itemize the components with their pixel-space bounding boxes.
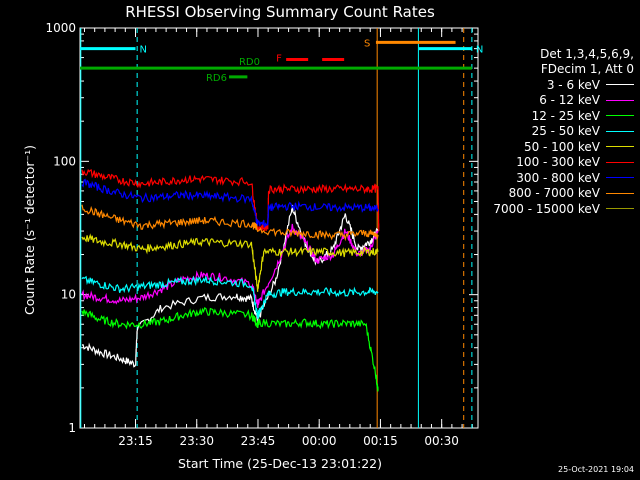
flag-label: F <box>276 54 282 65</box>
legend-entry-label: 100 - 300 keV <box>516 155 600 170</box>
y-tick-label: 1 <box>68 421 76 435</box>
x-tick-label: 23:45 <box>241 434 276 448</box>
y-tick-label: 10 <box>61 288 76 302</box>
y-tick-label: 1000 <box>45 21 76 35</box>
legend-entry: 12 - 25 keV <box>482 108 634 124</box>
legend-entry: 3 - 6 keV <box>482 77 634 93</box>
series-line <box>81 306 379 392</box>
series-line <box>81 204 379 242</box>
plot-frame <box>79 27 479 429</box>
legend-entry: 50 - 100 keV <box>482 139 634 155</box>
y-axis-label: Count Rate (s⁻¹ detector⁻¹) <box>22 145 37 315</box>
chart-title: RHESSI Observing Summary Count Rates <box>125 3 435 21</box>
legend-swatch <box>606 115 634 117</box>
series-line <box>81 168 380 232</box>
legend-entry-label: 25 - 50 keV <box>531 124 600 139</box>
legend-entry: 100 - 300 keV <box>482 155 634 171</box>
series-line <box>81 223 379 308</box>
legend-entry-label: 800 - 7000 keV <box>508 186 600 201</box>
legend-entry-label: 3 - 6 keV <box>546 77 600 92</box>
legend-entry-label: 6 - 12 keV <box>539 93 600 108</box>
x-tick-label: 00:15 <box>363 434 398 448</box>
legend-detectors: Det 1,3,4,5,6,9, <box>540 47 634 61</box>
legend-entries: 3 - 6 keV 6 - 12 keV 12 - 25 keV 25 - 50 ke… <box>482 77 634 217</box>
series-line <box>81 204 379 368</box>
series-line <box>81 233 379 292</box>
series-line <box>81 178 379 228</box>
legend-entry: 7000 - 15000 keV <box>482 201 634 217</box>
legend-decimation: FDecim 1, Att 0 <box>540 62 634 76</box>
flag-label: N <box>476 45 483 56</box>
x-tick-label: 23:15 <box>118 434 153 448</box>
flag-label: RD6 <box>206 73 227 84</box>
legend-entry-label: 50 - 100 keV <box>523 139 600 154</box>
legend-entry: 300 - 800 keV <box>482 170 634 186</box>
legend-swatch <box>606 84 634 86</box>
legend-entry-label: 7000 - 15000 keV <box>493 201 600 216</box>
flag-label: RD0 <box>239 57 260 68</box>
legend-entry: 6 - 12 keV <box>482 93 634 109</box>
legend-entry: 800 - 7000 keV <box>482 186 634 202</box>
series-line <box>81 275 379 319</box>
legend-swatch <box>606 192 634 194</box>
legend-entry-label: 300 - 800 keV <box>516 170 600 185</box>
x-axis-label: Start Time (25-Dec-13 23:01:22) <box>178 456 382 471</box>
x-tick-label: 00:30 <box>424 434 459 448</box>
legend-swatch <box>606 177 634 179</box>
x-tick-label: 00:00 <box>302 434 337 448</box>
generation-timestamp: 25-Oct-2021 19:04 <box>558 465 634 474</box>
legend-entry: 25 - 50 keV <box>482 124 634 140</box>
legend-swatch <box>606 99 634 101</box>
flag-label: S <box>364 38 370 49</box>
x-tick-label: 23:30 <box>179 434 214 448</box>
plot-area: 1 10 100 1000 23:15 23:30 23:45 00:00 00:15 00:30… <box>45 21 483 448</box>
legend-swatch <box>606 161 634 163</box>
legend: Det 1,3,4,5,6,9, FDecim 1, Att 0 3 - 6 k… <box>482 47 634 217</box>
legend-swatch <box>606 130 634 132</box>
legend-swatch <box>606 208 634 210</box>
y-tick-label: 100 <box>53 154 76 168</box>
legend-entry-label: 12 - 25 keV <box>531 108 600 123</box>
legend-swatch <box>606 146 634 148</box>
flag-label: N <box>140 45 147 56</box>
